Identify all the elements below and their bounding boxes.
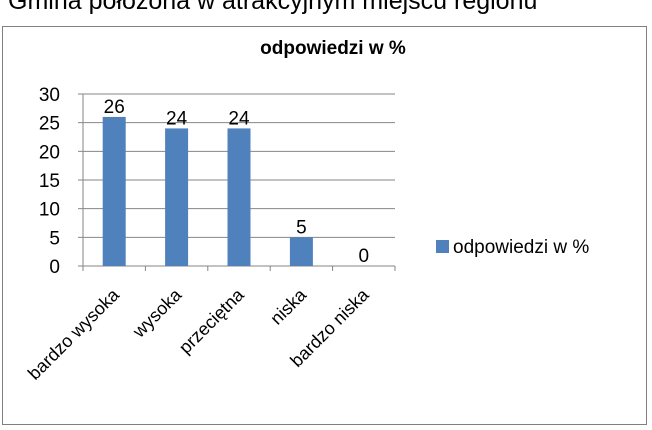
y-tick-label: 0 xyxy=(49,257,60,278)
data-labels: 26 24 24 5 0 xyxy=(104,97,369,267)
y-tick-label: 20 xyxy=(39,142,60,163)
data-label: 5 xyxy=(296,217,307,238)
data-label: 0 xyxy=(359,246,370,267)
chart-title: odpowiedzi w % xyxy=(260,38,406,59)
bar xyxy=(289,237,313,266)
bar xyxy=(102,116,126,266)
bar xyxy=(165,128,189,266)
y-tick-label: 15 xyxy=(39,171,60,192)
x-tick-label: wysoka xyxy=(128,284,186,342)
y-tick-label: 25 xyxy=(39,114,60,135)
y-tick-labels: 0 5 10 15 20 25 30 xyxy=(39,85,60,278)
x-tick-label: przeciętna xyxy=(175,284,249,358)
data-label: 24 xyxy=(166,108,188,129)
legend-label: odpowiedzi w % xyxy=(453,237,589,258)
x-tick-label: bardzo wysoka xyxy=(24,284,124,384)
bars xyxy=(102,116,313,266)
y-tick-label: 5 xyxy=(49,228,60,249)
data-label: 24 xyxy=(228,108,250,129)
bar xyxy=(227,128,251,266)
page-heading: Gmina położona w atrakcyjnym miejscu reg… xyxy=(8,0,538,15)
legend: odpowiedzi w % xyxy=(436,237,589,258)
legend-swatch xyxy=(436,240,449,253)
y-tick-label: 10 xyxy=(39,200,60,221)
y-tick-label: 30 xyxy=(39,85,60,106)
x-tick-label: niska xyxy=(266,284,311,329)
data-label: 26 xyxy=(104,97,125,118)
